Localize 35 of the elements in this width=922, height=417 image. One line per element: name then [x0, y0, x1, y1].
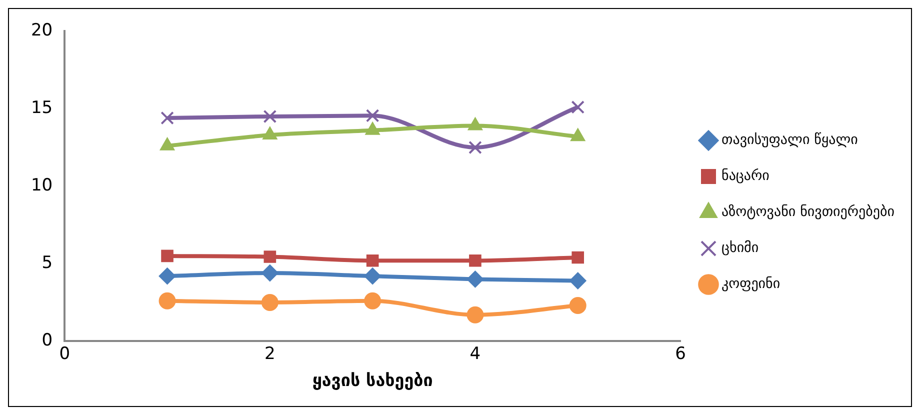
x-tick-label: 0 [59, 344, 70, 364]
x-tick-label: 4 [470, 344, 481, 364]
point [160, 111, 174, 125]
point [264, 250, 276, 263]
y-tick-label: 15 [30, 98, 53, 118]
point [569, 297, 586, 314]
y-tick-label: 5 [42, 253, 53, 274]
point [364, 292, 382, 310]
y-tick-label: 0 [42, 330, 53, 351]
point [469, 254, 482, 267]
point [569, 272, 586, 290]
point [261, 264, 278, 282]
legend-label: ნაცარი [722, 168, 770, 184]
point [263, 110, 277, 124]
point [571, 100, 585, 114]
x-tick-label: 2 [264, 344, 276, 364]
y-tick-label: 20 [30, 20, 53, 41]
point [364, 268, 382, 285]
legend-label: თავისუფალი წყალი [722, 132, 858, 148]
point [572, 251, 584, 264]
point [366, 109, 380, 122]
legend-label: ცხიმი [722, 240, 759, 256]
point [366, 254, 379, 267]
point [468, 140, 482, 154]
point [466, 306, 484, 324]
point [466, 270, 484, 288]
legend-label: აზოტოვანი ნივთიერებები [722, 204, 894, 220]
y-tick-label: 10 [30, 176, 53, 196]
point [158, 268, 176, 285]
x-tick-label: 6 [675, 344, 686, 364]
point [158, 292, 176, 310]
point [261, 294, 278, 311]
point [161, 250, 174, 262]
legend-label: კოფეინი [722, 276, 780, 292]
x-axis-title: ყავის სახეები [312, 371, 433, 392]
